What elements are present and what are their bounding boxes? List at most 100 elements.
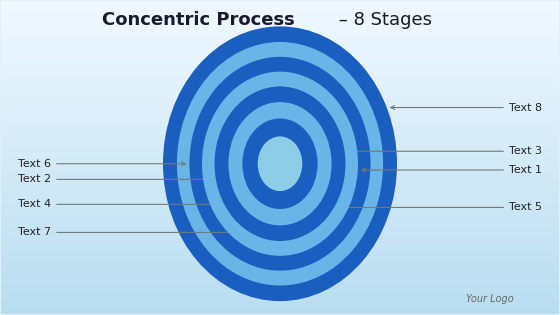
Bar (1, 61, 559, 62)
Bar (1, 172, 559, 173)
Text: Text 1: Text 1 (362, 165, 542, 175)
Bar (1, 8, 559, 9)
Bar (1, 170, 559, 172)
Bar (1, 187, 559, 189)
Bar (1, 256, 559, 257)
Bar (1, 284, 559, 285)
Bar (1, 1, 559, 3)
Bar (1, 186, 559, 187)
Bar (1, 281, 559, 282)
Bar (1, 4, 559, 6)
Bar (1, 42, 559, 43)
Bar (1, 136, 559, 137)
Bar (1, 249, 559, 251)
Bar (1, 165, 559, 167)
Bar (1, 225, 559, 226)
Bar (1, 30, 559, 31)
Text: – 8 Stages: – 8 Stages (333, 11, 432, 29)
Bar (1, 25, 559, 26)
Bar (1, 268, 559, 270)
Bar (1, 86, 559, 87)
Bar (1, 164, 559, 165)
Bar (1, 245, 559, 246)
Bar (1, 311, 559, 312)
Bar (1, 208, 559, 209)
Bar (1, 292, 559, 293)
Bar (1, 257, 559, 259)
Bar (1, 87, 559, 89)
Bar (1, 306, 559, 307)
Bar (1, 198, 559, 200)
Bar (1, 304, 559, 306)
Bar (1, 54, 559, 56)
Bar (1, 246, 559, 248)
Bar (1, 236, 559, 237)
Bar (1, 9, 559, 11)
Bar (1, 279, 559, 281)
Bar (1, 239, 559, 240)
Bar (1, 178, 559, 179)
Bar (1, 159, 559, 161)
Text: Text 5: Text 5 (294, 203, 542, 212)
Bar (1, 122, 559, 123)
Bar (1, 40, 559, 42)
Bar (1, 262, 559, 264)
Bar (1, 176, 559, 178)
Ellipse shape (242, 118, 318, 209)
Bar (1, 242, 559, 243)
Bar (1, 43, 559, 45)
Bar (1, 195, 559, 197)
Bar (1, 73, 559, 75)
Bar (1, 296, 559, 298)
Bar (1, 285, 559, 287)
Bar (1, 98, 559, 100)
Bar (1, 193, 559, 195)
Bar (1, 309, 559, 311)
Bar (1, 39, 559, 40)
Bar (1, 33, 559, 34)
Bar (1, 14, 559, 15)
Bar (1, 66, 559, 67)
Ellipse shape (177, 42, 383, 285)
Bar (1, 37, 559, 39)
Bar (1, 206, 559, 208)
Bar (1, 264, 559, 265)
Bar (1, 62, 559, 64)
Bar (1, 90, 559, 92)
Bar (1, 139, 559, 140)
Bar (1, 101, 559, 103)
Bar (1, 211, 559, 212)
Bar (1, 189, 559, 190)
Bar (1, 267, 559, 268)
Bar (1, 143, 559, 145)
Bar (1, 253, 559, 254)
Bar (1, 11, 559, 12)
Bar (1, 131, 559, 133)
Bar (1, 167, 559, 169)
Bar (1, 114, 559, 115)
Bar (1, 58, 559, 59)
Bar (1, 15, 559, 17)
Bar (1, 48, 559, 50)
Bar (1, 209, 559, 211)
Ellipse shape (202, 72, 358, 256)
Bar (1, 272, 559, 273)
Bar (1, 217, 559, 218)
Bar (1, 154, 559, 156)
Bar (1, 270, 559, 272)
Bar (1, 137, 559, 139)
Bar (1, 148, 559, 150)
Bar (1, 26, 559, 28)
Bar (1, 79, 559, 81)
Bar (1, 72, 559, 73)
Bar (1, 179, 559, 181)
Bar (1, 115, 559, 117)
Bar (1, 290, 559, 292)
Bar (1, 22, 559, 23)
Ellipse shape (258, 136, 302, 191)
Bar (1, 51, 559, 53)
Bar (1, 70, 559, 72)
Bar (1, 34, 559, 36)
Bar (1, 6, 559, 8)
Bar (1, 307, 559, 309)
